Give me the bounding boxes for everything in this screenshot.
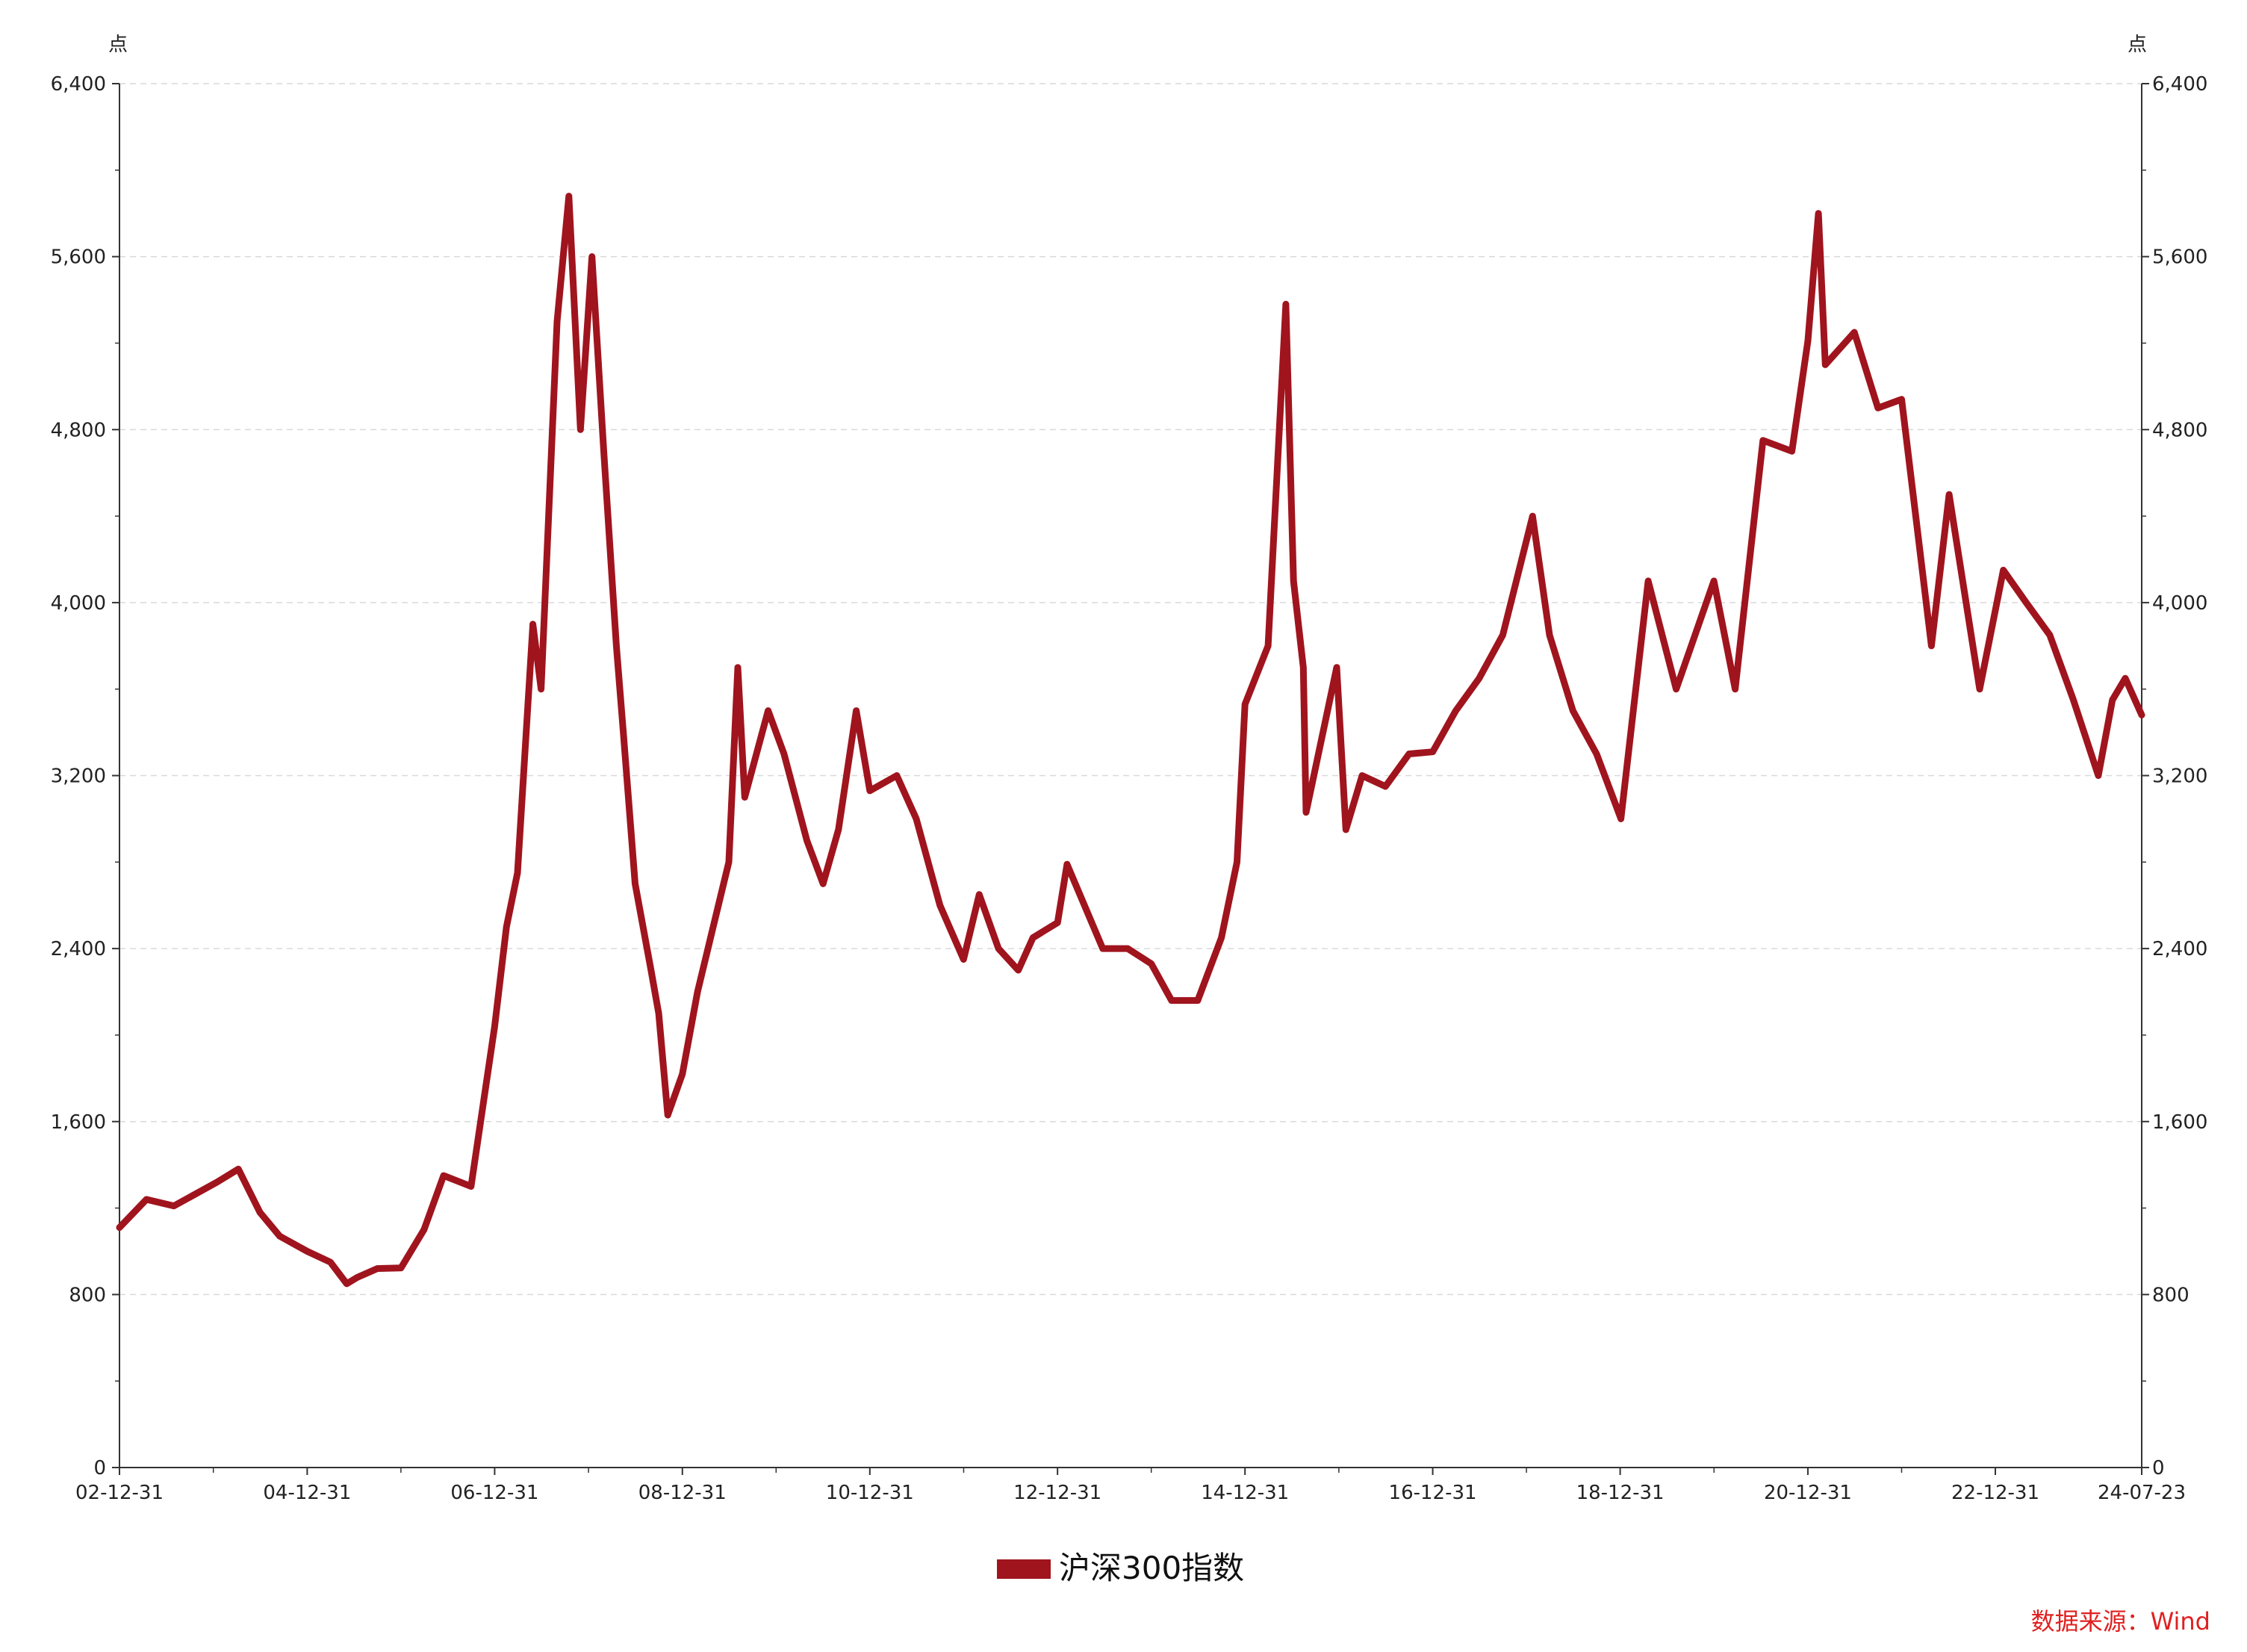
right-y-tick-label: 5,600 <box>2152 246 2207 269</box>
right-y-tick-label: 2,400 <box>2152 938 2207 960</box>
left-y-tick-label: 800 <box>69 1284 106 1306</box>
left-y-tick-label: 3,200 <box>51 766 106 788</box>
x-tick-label: 16-12-31 <box>1389 1482 1477 1504</box>
x-tick-label: 10-12-31 <box>826 1482 914 1504</box>
series-line-hs300 <box>116 193 2145 1288</box>
right-y-ticks: 0 800 1,600 2,400 3,200 4,000 4,800 5,600 6,400 <box>2142 73 2207 1479</box>
left-y-tick-label: 2,400 <box>51 938 106 960</box>
gridlines <box>119 83 2142 1296</box>
right-y-tick-label: 6,400 <box>2152 73 2207 96</box>
right-y-tick-label: 1,600 <box>2152 1111 2207 1134</box>
x-ticks: 02-12-31 04-12-31 06-12-31 08-12-31 10-12-31… <box>75 1468 2186 1504</box>
x-tick-label: 22-12-31 <box>1951 1482 2039 1504</box>
x-tick-label: 20-12-31 <box>1764 1482 1852 1504</box>
left-y-tick-label: 4,000 <box>51 592 106 615</box>
right-y-tick-label: 800 <box>2152 1284 2189 1306</box>
series-layer <box>116 193 2145 1288</box>
left-y-tick-label: 0 <box>93 1457 106 1479</box>
right-y-unit-label: 点 <box>2128 34 2147 56</box>
right-y-tick-label: 3,200 <box>2152 766 2207 788</box>
x-tick-label: 18-12-31 <box>1576 1482 1665 1504</box>
right-y-tick-label: 4,000 <box>2152 592 2207 615</box>
left-y-tick-label: 5,600 <box>51 246 106 269</box>
right-y-tick-label: 0 <box>2152 1457 2165 1479</box>
x-tick-label: 08-12-31 <box>638 1482 727 1504</box>
x-tick-label: 06-12-31 <box>450 1482 538 1504</box>
left-y-tick-label: 1,600 <box>51 1111 106 1134</box>
x-tick-label: 02-12-31 <box>75 1482 164 1504</box>
left-y-ticks: 0 800 1,600 2,400 3,200 4,000 4,800 5,600 6,400 <box>51 73 119 1479</box>
left-y-tick-label: 4,800 <box>51 419 106 441</box>
legend: 沪深300指数 <box>997 1550 1244 1586</box>
left-y-unit-label: 点 <box>108 34 128 56</box>
left-y-tick-label: 6,400 <box>51 73 106 96</box>
x-tick-label: 12-12-31 <box>1013 1482 1101 1504</box>
x-tick-label: 24-07-23 <box>2098 1482 2186 1504</box>
source-note: 数据来源：Wind <box>2031 1607 2210 1636</box>
legend-label: 沪深300指数 <box>1059 1550 1244 1586</box>
x-tick-label: 14-12-31 <box>1201 1482 1289 1504</box>
x-tick-label: 04-12-31 <box>263 1482 351 1504</box>
right-y-tick-label: 4,800 <box>2152 419 2207 441</box>
legend-swatch <box>997 1559 1051 1579</box>
